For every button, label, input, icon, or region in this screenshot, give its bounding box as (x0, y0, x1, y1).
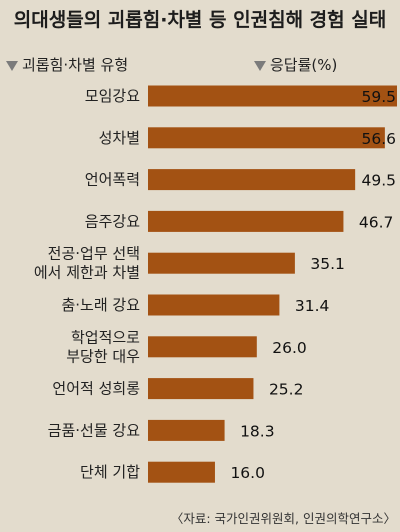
bars-group: 모임강요 59.5 성차별 56.6 언어폭력 49.5 음주강요 46.7 전공·업무 선택 에… (34, 85, 397, 483)
chart-title: 의대생들의 괴롭힘·차별 등 인권침해 경험 실태 (14, 9, 386, 31)
category-label: 금품·선물 강요 (48, 421, 141, 439)
bar (148, 419, 225, 441)
category-label: 단체 기합 (80, 463, 140, 481)
bar (148, 127, 385, 149)
category-label: 언어폭력 (85, 171, 140, 189)
value-label: 25.2 (269, 381, 304, 399)
category-label: 언어적 성희롱 (52, 380, 140, 398)
bar (148, 378, 254, 400)
bar (148, 169, 356, 191)
value-label: 26.0 (272, 339, 307, 357)
bar (148, 294, 280, 316)
value-label: 49.5 (361, 172, 396, 190)
bar (148, 252, 295, 274)
value-label: 18.3 (240, 422, 275, 440)
source-note: 〈자료: 국가인권위원회, 인권의학연구소〉 (171, 511, 396, 526)
triangle-down-icon (254, 61, 266, 71)
category-label: 음주강요 (85, 212, 140, 230)
value-label: 31.4 (295, 297, 330, 315)
bar (148, 336, 257, 358)
value-header: 응답률(%) (270, 56, 337, 74)
value-label: 46.7 (359, 213, 394, 231)
category-label: 전공·업무 선택 에서 제한과 차별 (34, 245, 140, 282)
bar (148, 461, 215, 483)
category-label: 춤·노래 강요 (61, 296, 140, 314)
value-label: 56.6 (361, 130, 396, 148)
value-label: 35.1 (310, 255, 345, 273)
bar (148, 210, 344, 232)
category-label: 학업적으로 부당한 대우 (66, 328, 140, 365)
value-label: 59.5 (361, 88, 396, 106)
category-header: 괴롭힘·차별 유형 (22, 56, 128, 74)
category-label: 모임강요 (85, 87, 140, 105)
bar (148, 85, 397, 107)
category-label: 성차별 (99, 129, 140, 147)
triangle-down-icon (6, 61, 18, 71)
value-label: 16.0 (230, 464, 265, 482)
